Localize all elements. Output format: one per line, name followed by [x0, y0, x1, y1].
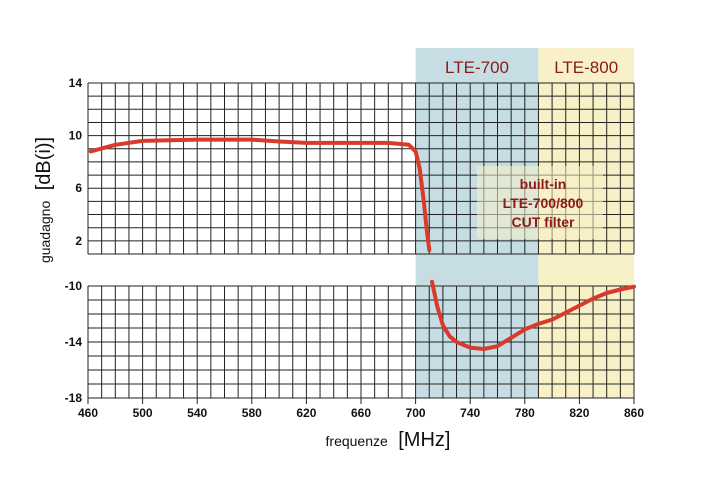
- x-tick-label: 780: [515, 406, 535, 420]
- y-tick-label-upper: 6: [75, 181, 82, 195]
- x-axis-title: frequenze [MHz]: [326, 429, 451, 451]
- x-tick-label: 500: [133, 406, 153, 420]
- x-tick-label: 460: [78, 406, 98, 420]
- series-layer: [88, 137, 636, 351]
- annotation-line-3: CUT filter: [512, 214, 576, 230]
- x-tick-label: 540: [187, 406, 207, 420]
- y-tick-label-upper: 2: [75, 234, 82, 248]
- y-tick-label-lower: -18: [65, 391, 83, 405]
- x-tick-label: 620: [296, 406, 316, 420]
- annotation-line-1: built-in: [520, 176, 567, 192]
- x-tick-label: 820: [569, 406, 589, 420]
- series-1-upper-line: [88, 137, 432, 253]
- y-axis-title: guadagno [dB(i)]: [33, 137, 55, 263]
- y-axis-title-prefix: guadagno: [37, 201, 53, 264]
- y-tick-label-lower: -10: [65, 279, 83, 293]
- x-axis-title-unit: [MHz]: [398, 429, 450, 451]
- x-tick-label: 580: [242, 406, 262, 420]
- y-tick-label-upper: 14: [69, 76, 83, 90]
- band-2-label: LTE-800: [554, 58, 618, 77]
- y-tick-label-upper: 10: [69, 129, 83, 143]
- y-tick-label-lower: -14: [65, 335, 83, 349]
- y-axis-title-unit: [dB(i)]: [33, 137, 55, 190]
- series-1-lower-line: [430, 279, 636, 351]
- x-tick-label: 740: [460, 406, 480, 420]
- grid-lines: [87, 82, 635, 404]
- x-tick-label: 860: [624, 406, 644, 420]
- tick-labels: 460 500 540 580 620 660 700 740 780 820 860 14 10 6 2 -…: [65, 76, 645, 420]
- x-tick-label: 700: [406, 406, 426, 420]
- x-axis-title-prefix: frequenze: [326, 433, 388, 449]
- annotation-line-2: LTE-700/800: [503, 195, 584, 211]
- annotation-box: [477, 166, 603, 239]
- x-tick-label: 660: [351, 406, 371, 420]
- band-1-label: LTE-700: [445, 58, 509, 77]
